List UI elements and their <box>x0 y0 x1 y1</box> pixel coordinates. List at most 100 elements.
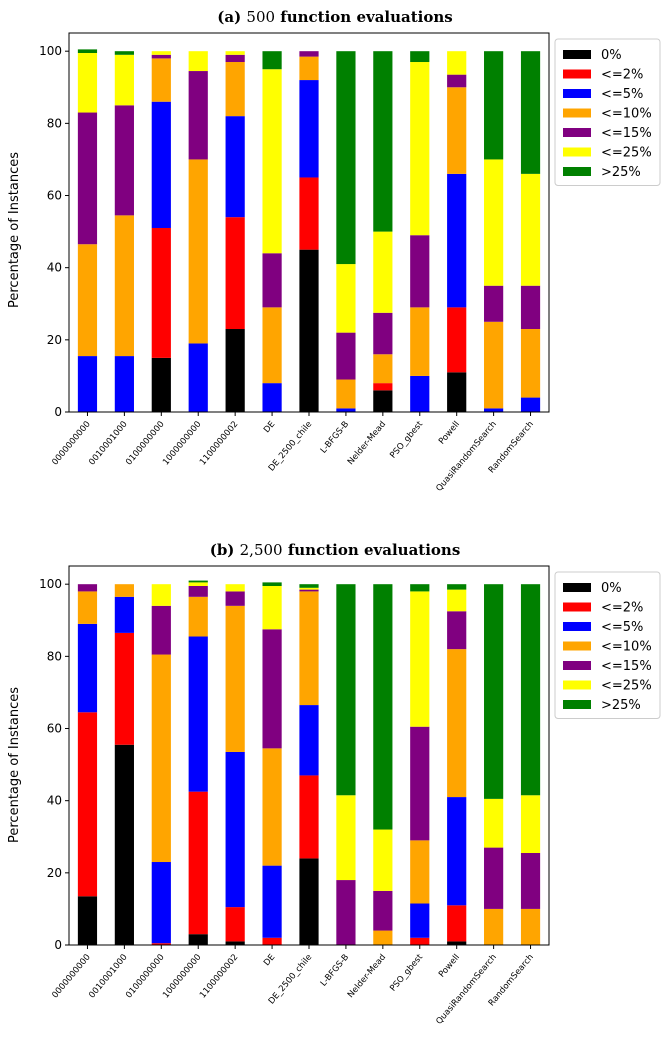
bar-segment-nelder-mead-4 <box>373 312 393 355</box>
legend-swatch <box>563 641 591 651</box>
bar-segment-0100000000-0 <box>151 357 171 412</box>
bar-segment-randomsearch-4 <box>520 852 541 909</box>
y-ticks-a: 0 20 40 60 80 100 <box>39 44 69 419</box>
y-axis-label-a: Percentage of Instances <box>7 152 22 308</box>
bar-segment-0100000000-3 <box>151 58 171 102</box>
x-tick-label: PSO_gbest <box>388 952 425 994</box>
bar-segment-pso-gbest-1 <box>410 937 430 945</box>
bar-segment-de-2500-chile-0 <box>299 858 319 945</box>
legend-a: 0% <=2% <=5% <=10% <=15% <=25% >25% <box>554 38 661 186</box>
bar-segment-pso-gbest-6 <box>410 51 430 63</box>
bar-segment-nelder-mead-0 <box>373 390 393 412</box>
bar-segment-de-6 <box>262 582 282 586</box>
bar-segment-1100000002-2 <box>225 751 245 908</box>
bar-segment-quasirandomsearch-5 <box>484 798 504 848</box>
chart-title-a: (a) 500 function evaluations <box>217 8 452 26</box>
legend-label: <=5% <box>601 620 643 635</box>
bar-segment-de-3 <box>262 748 282 866</box>
y-tick-label: 80 <box>47 649 62 663</box>
bar-segment-1100000002-5 <box>225 51 245 55</box>
bar-segment-de-2 <box>262 383 282 412</box>
y-ticks-b: 0 20 40 60 80 100 <box>39 577 69 952</box>
bar-layer-a <box>77 49 541 412</box>
bar-segment-pso-gbest-3 <box>410 307 430 376</box>
x-tick-label: L-BFGS-B <box>319 952 352 988</box>
bar-segment-de-3 <box>262 307 282 384</box>
legend-label: 0% <box>601 48 622 63</box>
bar-segment-nelder-mead-6 <box>373 584 393 830</box>
bar-segment-0100000000-5 <box>151 51 171 55</box>
bar-segment-0000000000-5 <box>77 52 98 113</box>
bar-segment-de-4 <box>262 629 282 749</box>
bar-segment-de-2500-chile-3 <box>299 56 319 81</box>
bar-segment-l-bfgs-b-2 <box>336 408 356 412</box>
legend-label: <=25% <box>601 146 652 161</box>
bar-segment-pso-gbest-5 <box>410 62 430 236</box>
bar-segment-de-5 <box>262 69 282 254</box>
bar-segment-de-2500-chile-0 <box>299 249 319 412</box>
bar-segment-powell-3 <box>447 87 467 174</box>
bar-segment-quasirandomsearch-4 <box>484 847 504 909</box>
bar-segment-0000000000-3 <box>77 591 98 624</box>
y-tick-label: 100 <box>39 44 62 58</box>
legend-label: <=15% <box>601 126 652 141</box>
bar-segment-randomsearch-2 <box>520 397 541 412</box>
bar-segment-1000000000-3 <box>188 159 208 344</box>
bar-segment-quasirandomsearch-5 <box>484 159 504 286</box>
bar-segment-0000000000-2 <box>77 623 98 713</box>
legend-label: <=25% <box>601 679 652 694</box>
bar-segment-nelder-mead-5 <box>373 231 393 313</box>
x-tick-label: 0010001000 <box>87 953 129 1001</box>
x-ticks-b: 0000000000001000100001000000001000000000… <box>50 945 536 1027</box>
bar-segment-de-2500-chile-4 <box>299 589 319 592</box>
bar-segment-0010001000-4 <box>114 105 134 216</box>
bar-segment-randomsearch-6 <box>520 584 541 796</box>
bar-segment-nelder-mead-3 <box>373 354 393 384</box>
legend-swatch <box>563 128 591 137</box>
legend-label: <=15% <box>601 659 652 674</box>
bar-segment-pso-gbest-3 <box>410 840 430 904</box>
legend-swatch <box>563 147 591 157</box>
bar-segment-randomsearch-3 <box>520 329 541 398</box>
bar-segment-l-bfgs-b-6 <box>336 584 356 796</box>
legend-swatch <box>563 680 591 690</box>
bar-segment-1000000000-5 <box>188 582 208 586</box>
legend-label: <=10% <box>601 640 652 655</box>
bar-segment-1000000000-5 <box>188 51 208 72</box>
bar-segment-0010001000-3 <box>114 215 134 357</box>
bar-segment-0100000000-4 <box>151 605 171 655</box>
bar-segment-pso-gbest-4 <box>410 235 430 308</box>
bar-segment-nelder-mead-3 <box>373 930 393 945</box>
x-tick-label: 1000000000 <box>161 420 203 468</box>
bar-segment-l-bfgs-b-4 <box>336 880 356 945</box>
x-tick-label: 0010001000 <box>87 420 129 468</box>
bar-segment-0100000000-5 <box>151 584 171 606</box>
bar-segment-quasirandomsearch-6 <box>484 51 504 160</box>
bar-segment-l-bfgs-b-3 <box>336 379 356 409</box>
y-axis-label-b: Percentage of Instances <box>7 687 22 843</box>
bar-segment-de-2 <box>262 865 282 938</box>
bar-segment-0000000000-4 <box>77 112 98 245</box>
legend-label: <=2% <box>601 601 643 616</box>
legend-label: 0% <box>601 581 622 596</box>
bar-segment-de-2500-chile-2 <box>299 705 319 776</box>
bar-segment-0010001000-5 <box>114 54 134 106</box>
bar-segment-powell-5 <box>447 51 467 75</box>
bar-segment-0010001000-0 <box>114 744 134 945</box>
bar-segment-1000000000-1 <box>188 791 208 935</box>
bar-segment-0100000000-1 <box>151 943 171 945</box>
x-tick-label: Nelder-Mead <box>346 420 388 468</box>
legend-swatch <box>563 583 591 592</box>
x-tick-label: Powell <box>437 953 462 980</box>
bar-segment-randomsearch-4 <box>520 285 541 330</box>
bar-segment-powell-4 <box>447 74 467 88</box>
bar-segment-0100000000-1 <box>151 227 171 358</box>
x-ticks-a: 0000000000001000100001000000001000000000… <box>50 412 536 494</box>
legend-swatch <box>563 622 591 631</box>
bar-segment-1100000002-3 <box>225 605 245 752</box>
bar-segment-1100000002-2 <box>225 116 245 218</box>
bar-segment-pso-gbest-4 <box>410 726 430 841</box>
bar-layer-b <box>77 580 541 945</box>
bar-segment-0100000000-2 <box>151 862 171 944</box>
